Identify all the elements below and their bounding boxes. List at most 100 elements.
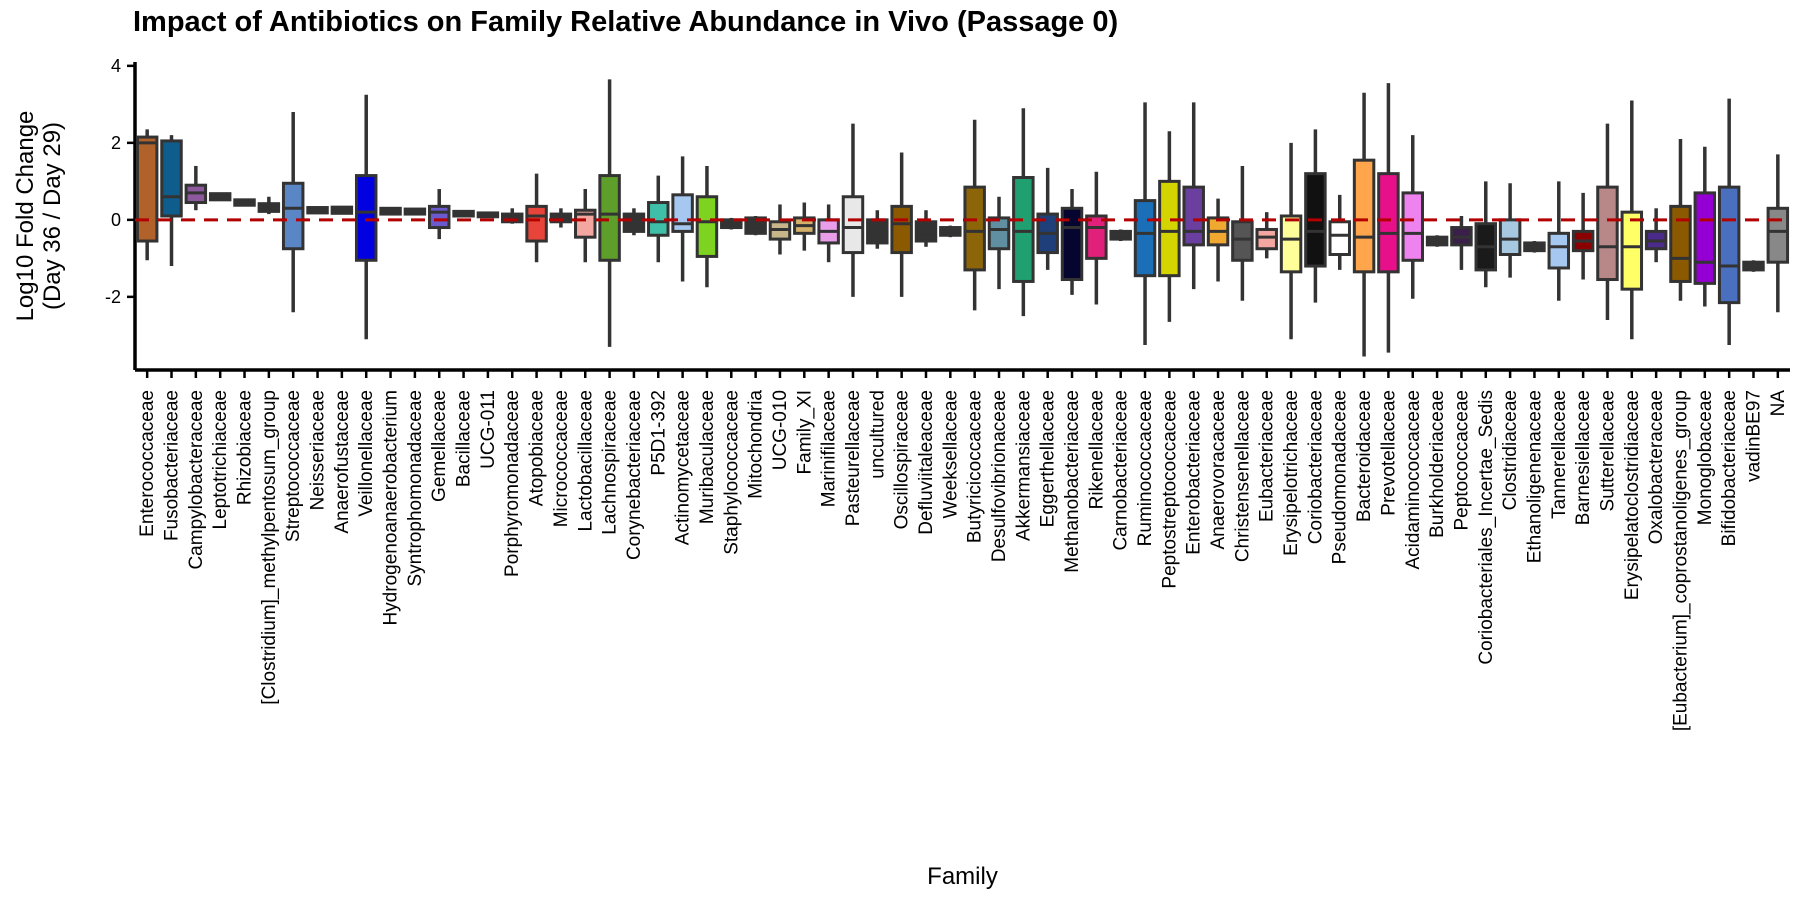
x-tick-label: Burkholderiaceae <box>1427 390 1448 538</box>
box <box>1377 172 1400 274</box>
box <box>1012 176 1035 283</box>
x-tick-label: Ruminococcaceae <box>1135 390 1156 546</box>
x-tick-label: Porphyromonadaceae <box>502 390 523 577</box>
box <box>135 135 159 243</box>
x-tick-label: Gemellaceae <box>429 390 450 502</box>
x-tick-label: Hydrogenoanaerobacterium <box>381 390 402 626</box>
x-tick-label: Actinomycetaceae <box>673 390 694 545</box>
x-tick-label: Pasteurellaceae <box>843 390 864 526</box>
y-axis-label: Log10 Fold Change <box>12 111 39 322</box>
box <box>1766 206 1790 264</box>
x-tick-label: Family_XI <box>794 390 815 474</box>
x-tick-label: Enterobacteriaceae <box>1184 390 1205 555</box>
box <box>354 174 378 262</box>
box <box>890 204 913 255</box>
x-tick-label: Bacillaceae <box>454 390 475 487</box>
x-tick-label: Eubacteriaceae <box>1257 390 1278 522</box>
x-tick-label: Campylobacteraceae <box>186 390 207 570</box>
x-axis-label: Family <box>927 863 998 890</box>
x-tick-label: UCG-010 <box>770 390 791 470</box>
box <box>427 204 451 230</box>
box <box>1620 210 1644 291</box>
x-tick-label: vadinBE97 <box>1743 390 1764 482</box>
x-tick-label: UCG-011 <box>478 390 499 469</box>
box <box>1401 191 1424 262</box>
x-tick-label: NA <box>1768 390 1789 417</box>
x-tick-label: Eggerthellaceae <box>1038 390 1059 527</box>
x-tick-label: Coriobacteriales_Incertae_Sedis <box>1476 390 1497 665</box>
x-tick-label: Lactobacillaceae <box>575 390 596 532</box>
x-tick-label: Oxalobacteraceae <box>1646 390 1667 544</box>
y-tick-label: 4 <box>111 56 121 76</box>
y-tick-label: 0 <box>111 210 121 230</box>
box <box>1279 214 1303 274</box>
x-tick-label: Prevotellaceae <box>1378 390 1399 516</box>
x-tick-label: Clostridiaceae <box>1500 390 1521 510</box>
x-tick-label: Syntrophomonadaceae <box>405 390 426 586</box>
y-axis-label: (Day 36 / Day 29) <box>39 122 66 310</box>
box <box>963 185 986 272</box>
x-tick-label: Anaerovoracaceae <box>1208 390 1229 550</box>
x-tick-label: Fusobacteriaceae <box>162 390 183 541</box>
box <box>841 195 865 255</box>
x-tick-label: Neisseriaceae <box>308 390 329 510</box>
x-tick-label: Ethanoligenenaceae <box>1524 390 1545 563</box>
y-tick-label: -2 <box>105 287 121 307</box>
box <box>866 218 889 245</box>
box <box>1693 191 1717 285</box>
x-tick-label: [Clostridium]_methylpentosum_group <box>259 390 280 705</box>
x-tick-label: [Eubacterium]_coprostanoligenes_group <box>1670 390 1691 731</box>
box <box>598 174 621 262</box>
x-tick-label: Micrococcaceae <box>551 390 572 527</box>
x-tick-label: Barnesiellaceae <box>1573 390 1594 525</box>
box <box>1255 227 1278 251</box>
box <box>1498 218 1522 257</box>
box <box>281 181 305 251</box>
x-tick-label: Sutterellaceae <box>1597 390 1618 511</box>
x-tick-label: Muribaculaceae <box>697 390 718 524</box>
x-tick-label: Enterococcaceae <box>137 390 158 537</box>
box <box>671 193 694 233</box>
box <box>695 195 719 258</box>
box <box>1182 185 1205 247</box>
x-tick-label: Erysipelatoclostridiaceae <box>1622 390 1643 600</box>
x-tick-label: Acidaminococcaceae <box>1403 390 1424 570</box>
x-tick-label: Mitochondria <box>746 390 767 499</box>
x-tick-label: Lachnospiraceae <box>600 390 621 535</box>
x-tick-label: Peptococcaceae <box>1451 390 1472 531</box>
x-tick-label: Coriobacteriaceae <box>1305 390 1326 544</box>
x-tick-label: Bifidobacteriaceae <box>1719 390 1740 546</box>
chart-title: Impact of Antibiotics on Family Relative… <box>133 6 1119 38</box>
box <box>1231 220 1254 262</box>
x-tick-label: Weeksellaceae <box>940 390 961 519</box>
x-tick-label: Anaerofustaceae <box>332 390 353 534</box>
x-tick-label: Erysipelotrichaceae <box>1281 390 1302 556</box>
x-tick-label: Tannerellaceae <box>1549 390 1570 519</box>
x-tick-label: Monoglobaceae <box>1695 390 1716 525</box>
x-tick-label: Butyricicoccaceae <box>965 390 986 543</box>
x-tick-label: Pseudomonadaceae <box>1330 390 1351 564</box>
x-tick-label: Carnobacteriaceae <box>1111 390 1132 551</box>
x-tick-label: Streptococcaceae <box>283 390 304 542</box>
box <box>160 139 183 218</box>
box <box>1596 185 1619 282</box>
x-tick-label: Oscillospiraceae <box>892 390 913 529</box>
x-tick-label: Christensenellaceae <box>1232 390 1253 562</box>
x-tick-label: Staphylococcaceae <box>721 390 742 555</box>
x-tick-label: Methanobacteriaceae <box>1062 390 1083 573</box>
x-tick-label: Desulfovibrionaceae <box>989 390 1010 562</box>
box <box>574 208 597 239</box>
x-tick-label: Rikenellaceae <box>1086 390 1107 509</box>
box <box>1133 199 1157 278</box>
box <box>1158 179 1181 278</box>
x-tick-label: Rhizobiaceae <box>235 390 256 505</box>
box <box>1547 231 1571 270</box>
y-tick-label: 2 <box>111 133 121 153</box>
box <box>1669 204 1692 283</box>
box <box>1085 214 1108 260</box>
x-tick-label: Bacteroidaceae <box>1354 390 1375 522</box>
x-tick-label: Veillonellaceae <box>356 390 377 517</box>
box <box>987 216 1011 251</box>
x-tick-label: Defluviitaleaceae <box>916 390 937 535</box>
